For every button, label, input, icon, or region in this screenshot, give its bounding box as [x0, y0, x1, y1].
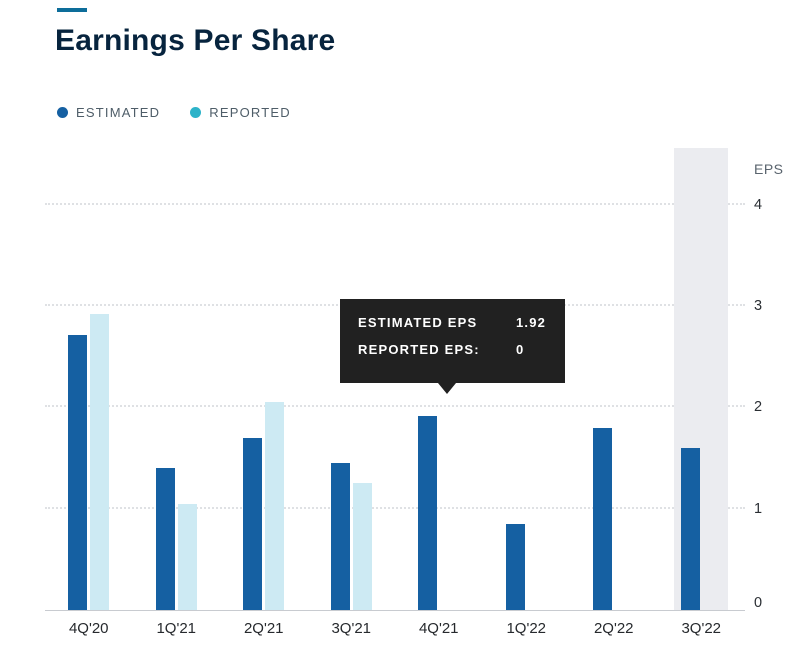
x-axis-labels: 4Q'20 1Q'21 2Q'21 3Q'21 4Q'21 1Q'22 2Q'22 3Q'22	[45, 620, 745, 637]
bar-reported[interactable]	[90, 314, 110, 610]
tooltip-row-reported: REPORTED EPS: 0	[358, 342, 547, 357]
bar-reported[interactable]	[352, 483, 372, 610]
legend-item-reported[interactable]: REPORTED	[190, 105, 291, 120]
tooltip-row-estimated: ESTIMATED EPS 1.92	[358, 315, 547, 330]
y-tick-label: 2	[754, 399, 763, 416]
legend-item-estimated[interactable]: ESTIMATED	[57, 105, 160, 120]
x-axis-label: 1Q'22	[506, 620, 547, 637]
bar-estimated[interactable]	[593, 427, 613, 610]
x-axis-label: 4Q'21	[418, 620, 459, 637]
y-tick-label: 4	[754, 196, 763, 213]
reported-dot-icon	[190, 107, 202, 118]
bar-group[interactable]	[570, 148, 658, 610]
bar-estimated[interactable]	[155, 468, 175, 610]
page-title: Earnings Per Share	[55, 24, 336, 57]
bar-reported[interactable]	[265, 402, 285, 610]
bar-group[interactable]	[308, 148, 396, 610]
title-accent	[57, 8, 87, 12]
bar-estimated[interactable]	[243, 437, 263, 610]
x-axis-label: 1Q'21	[156, 620, 197, 637]
bar-group[interactable]	[133, 148, 221, 610]
bar-group[interactable]	[395, 148, 483, 610]
bar-estimated[interactable]	[418, 415, 438, 610]
bar-estimated[interactable]	[68, 335, 88, 610]
y-tick-label: 3	[754, 298, 763, 315]
bar-estimated[interactable]	[680, 447, 700, 610]
gridline	[45, 405, 745, 408]
y-tick-label: 0	[754, 595, 763, 611]
x-axis-label: 4Q'20	[68, 620, 109, 637]
bar-estimated[interactable]	[330, 463, 350, 610]
y-tick-label: 1	[754, 500, 763, 517]
plot-area	[45, 148, 745, 611]
gridline	[45, 506, 745, 509]
bar-group[interactable]	[220, 148, 308, 610]
y-axis-title: EPS	[754, 161, 784, 177]
gridline	[45, 202, 745, 205]
x-axis-label: 3Q'22	[681, 620, 722, 637]
bar-group[interactable]	[658, 148, 746, 610]
legend-label-reported: REPORTED	[209, 105, 291, 120]
tooltip-label: ESTIMATED EPS	[358, 315, 478, 330]
tooltip-value: 0	[516, 342, 525, 357]
bar-groups	[45, 148, 745, 610]
bar-group[interactable]	[45, 148, 133, 610]
bar-estimated[interactable]	[505, 523, 525, 610]
bar-group[interactable]	[483, 148, 571, 610]
y-axis: EPS 0 1 2 3 4	[752, 148, 798, 611]
x-axis-label: 3Q'21	[331, 620, 372, 637]
tooltip-label: REPORTED EPS:	[358, 342, 480, 357]
legend-label-estimated: ESTIMATED	[76, 105, 161, 120]
bar-reported[interactable]	[177, 503, 197, 610]
tooltip: ESTIMATED EPS 1.92 REPORTED EPS: 0	[340, 299, 565, 394]
estimated-dot-icon	[57, 107, 68, 118]
tooltip-value: 1.92	[516, 315, 547, 330]
x-axis-label: 2Q'22	[593, 620, 634, 637]
tooltip-pointer-icon	[438, 383, 456, 394]
x-axis-label: 2Q'21	[243, 620, 284, 637]
legend: ESTIMATED REPORTED	[57, 105, 291, 120]
